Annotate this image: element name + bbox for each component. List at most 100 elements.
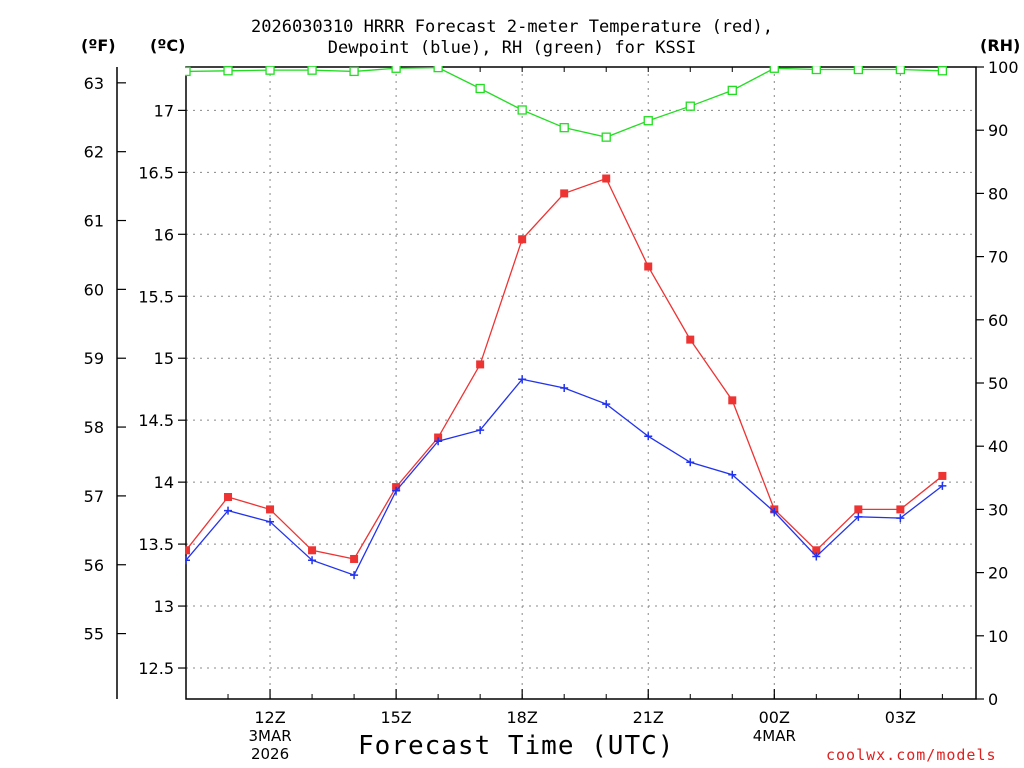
temperature-point	[644, 262, 653, 271]
rh-point	[223, 66, 233, 76]
temperature-point	[854, 505, 863, 514]
rh-tick-label: 10	[988, 627, 1008, 646]
fahrenheit-tick-label: 61	[84, 212, 104, 231]
fahrenheit-tick-label: 60	[84, 280, 104, 299]
chart-title-line-2: Dewpoint (blue), RH (green) for KSSI	[327, 38, 697, 58]
celsius-tick-label: 17	[154, 101, 174, 120]
credit-link[interactable]: coolwx.com/models	[826, 746, 997, 764]
celsius-tick-label: 15	[154, 349, 174, 368]
celsius-tick-label: 15.5	[138, 287, 174, 306]
rh-tick-label: 50	[988, 374, 1008, 393]
date-label: 3MAR	[248, 727, 291, 745]
temperature-point	[350, 554, 359, 563]
rh-unit-label: (RH)	[980, 36, 1021, 55]
temperature-point	[938, 471, 947, 480]
fahrenheit-tick-label: 59	[84, 349, 104, 368]
temperature-point	[560, 189, 569, 198]
celsius-tick-label: 14	[154, 473, 174, 492]
rh-point	[937, 66, 948, 76]
dewpoint-point	[224, 506, 233, 515]
rh-tick-label: 60	[988, 311, 1008, 330]
dewpoint-point	[812, 552, 821, 561]
fahrenheit-tick-label: 57	[84, 487, 104, 506]
dewpoint-point	[392, 486, 401, 495]
rh-point	[307, 66, 317, 75]
rh-point	[643, 116, 653, 126]
dewpoint-point	[350, 571, 359, 580]
x-tick-label: 18Z	[507, 708, 538, 727]
chart-axes	[116, 66, 977, 700]
rh-point	[475, 83, 485, 94]
data-series	[185, 66, 948, 580]
celsius-tick-label: 13.5	[138, 535, 174, 554]
fahrenheit-tick-label: 62	[84, 143, 104, 162]
rh-tick-label: 0	[988, 690, 998, 709]
rh-point	[265, 66, 275, 75]
rh-point	[769, 66, 779, 73]
rh-tick-label: 70	[988, 248, 1008, 267]
rh-point	[811, 66, 821, 75]
plot-frame	[185, 66, 977, 700]
temperature-point	[812, 546, 821, 555]
rh-tick-label: 30	[988, 500, 1008, 519]
temperature-point	[224, 493, 233, 502]
celsius-unit-label: (ºC)	[150, 36, 186, 55]
celsius-tick-label: 12.5	[138, 659, 174, 678]
rh-axis: 0 10 20 30 40 50 60 70 80 90 100	[976, 58, 1019, 709]
rh-tick-label: 80	[988, 184, 1008, 203]
series-dewpoint	[185, 375, 947, 580]
rh-point	[433, 66, 443, 73]
x-tick-label: 03Z	[885, 708, 916, 727]
series-temperature	[185, 174, 947, 563]
series-rh	[185, 66, 948, 142]
rh-point	[349, 66, 359, 77]
dewpoint-point	[686, 458, 695, 467]
rh-point	[185, 66, 191, 77]
rh-point	[559, 123, 569, 133]
fahrenheit-tick-label: 56	[84, 556, 104, 575]
x-tick-label: 21Z	[633, 708, 664, 727]
rh-point	[727, 85, 737, 96]
date-label: 4MAR	[753, 727, 796, 745]
rh-point	[391, 66, 401, 73]
dewpoint-point	[266, 517, 275, 526]
rh-point	[853, 66, 863, 75]
fahrenheit-unit-label: (ºF)	[81, 36, 116, 55]
rh-tick-label: 20	[988, 564, 1008, 583]
temperature-point	[896, 505, 905, 514]
dewpoint-point	[185, 556, 190, 565]
dewpoint-point	[644, 432, 653, 441]
celsius-axis: 12.5 13 13.5 14 14.5 15 15.5 16 16.5 17	[138, 101, 186, 678]
dewpoint-point	[854, 512, 863, 521]
dewpoint-point	[938, 481, 947, 490]
dewpoint-point	[896, 514, 905, 523]
dewpoint-point	[602, 400, 611, 409]
x-tick-label: 12Z	[254, 708, 285, 727]
rh-tick-label: 90	[988, 121, 1008, 140]
temperature-point	[266, 505, 275, 514]
temperature-point	[686, 335, 695, 344]
dewpoint-point	[308, 556, 317, 565]
fahrenheit-tick-label: 63	[84, 74, 104, 93]
x-axis-title: Forecast Time (UTC)	[358, 731, 675, 761]
dewpoint-point	[518, 375, 527, 384]
celsius-tick-label: 14.5	[138, 411, 174, 430]
celsius-tick-label: 16.5	[138, 163, 174, 182]
temperature-point	[476, 360, 485, 369]
celsius-tick-label: 13	[154, 597, 174, 616]
x-tick-label: 00Z	[759, 708, 790, 727]
fahrenheit-tick-label: 55	[84, 625, 104, 644]
chart-title-line-1: 2026030310 HRRR Forecast 2-meter Tempera…	[251, 17, 773, 37]
rh-point	[517, 105, 527, 115]
rh-point	[601, 132, 611, 142]
date-label: 2026	[251, 745, 289, 763]
x-tick-label: 15Z	[380, 708, 411, 727]
temperature-line	[185, 177, 943, 560]
temperature-point	[728, 396, 737, 405]
dewpoint-point	[476, 426, 485, 435]
dewpoint-point	[434, 437, 443, 446]
celsius-tick-label: 16	[154, 225, 174, 244]
rh-point	[895, 66, 906, 75]
